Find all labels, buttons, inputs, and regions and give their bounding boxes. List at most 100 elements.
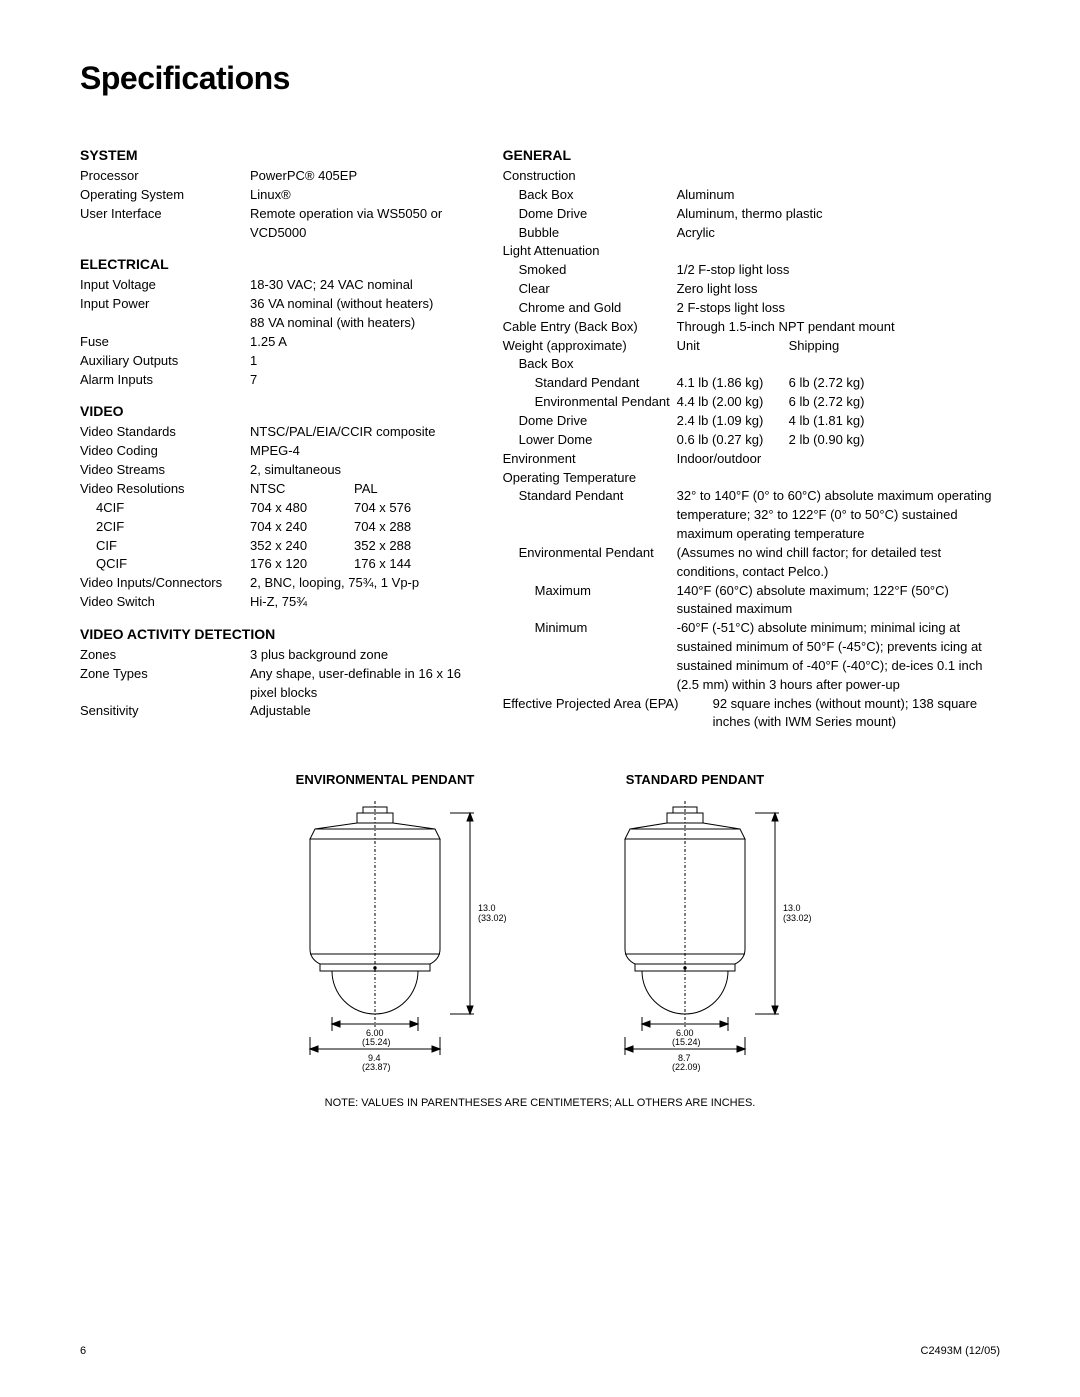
row-ddw: Dome Drive2.4 lb (1.09 kg)4 lb (1.81 kg) bbox=[503, 412, 1000, 431]
col-ntsc: NTSC bbox=[250, 480, 354, 499]
row-ip: Input Power36 VA nominal (without heater… bbox=[80, 295, 463, 333]
label: Standard Pendant bbox=[503, 487, 677, 544]
label: Operating System bbox=[80, 186, 250, 205]
ship: 6 lb (2.72 kg) bbox=[789, 374, 1000, 393]
label: Smoked bbox=[503, 261, 677, 280]
value: 1 bbox=[250, 352, 463, 371]
general-heading: GENERAL bbox=[503, 147, 1000, 163]
label: Zone Types bbox=[80, 665, 250, 703]
row-vsw: Video SwitchHi-Z, 75¾ bbox=[80, 593, 463, 612]
dim-h-in: 13.0 bbox=[783, 903, 801, 913]
ship: 6 lb (2.72 kg) bbox=[789, 393, 1000, 412]
value: Through 1.5-inch NPT pendant mount bbox=[677, 318, 1000, 337]
unit-header: Unit bbox=[677, 337, 789, 356]
doc-id: C2493M (12/05) bbox=[921, 1345, 1001, 1357]
label: Back Box bbox=[503, 186, 677, 205]
unit: 0.6 lb (0.27 kg) bbox=[677, 431, 789, 450]
label: Chrome and Gold bbox=[503, 299, 677, 318]
dim-w-cm: (22.09) bbox=[672, 1062, 701, 1072]
label: Light Attenuation bbox=[503, 242, 677, 261]
row-ce: Cable Entry (Back Box)Through 1.5-inch N… bbox=[503, 318, 1000, 337]
dim-h-cm: (33.02) bbox=[783, 913, 812, 923]
row-os: Operating SystemLinux® bbox=[80, 186, 463, 205]
value: Adjustable bbox=[250, 702, 463, 721]
value: 2, simultaneous bbox=[250, 461, 463, 480]
unit: 2.4 lb (1.09 kg) bbox=[677, 412, 789, 431]
label: Cable Entry (Back Box) bbox=[503, 318, 677, 337]
label: Environment bbox=[503, 450, 677, 469]
row-aux: Auxiliary Outputs1 bbox=[80, 352, 463, 371]
row-ld: Lower Dome0.6 lb (0.27 kg)2 lb (0.90 kg) bbox=[503, 431, 1000, 450]
unit: 4.1 lb (1.86 kg) bbox=[677, 374, 789, 393]
value-line: 88 VA nominal (with heaters) bbox=[250, 315, 415, 330]
label: Construction bbox=[503, 167, 677, 186]
pal: 352 x 288 bbox=[354, 537, 454, 556]
label: Operating Temperature bbox=[503, 469, 677, 488]
row-min: Minimum-60°F (-51°C) absolute minimum; m… bbox=[503, 619, 1000, 694]
vad-heading: VIDEO ACTIVITY DETECTION bbox=[80, 626, 463, 642]
label: Bubble bbox=[503, 224, 677, 243]
unit: 4.4 lb (2.00 kg) bbox=[677, 393, 789, 412]
label: Back Box bbox=[503, 355, 677, 374]
row-max: Maximum140°F (60°C) absolute maximum; 12… bbox=[503, 582, 1000, 620]
res-row-2cif: 2CIF704 x 240704 x 288 bbox=[80, 518, 463, 537]
value: Aluminum bbox=[677, 186, 1000, 205]
row-env: EnvironmentIndoor/outdoor bbox=[503, 450, 1000, 469]
row-construction: Construction bbox=[503, 167, 1000, 186]
value: Zero light loss bbox=[677, 280, 1000, 299]
dim-w-cm: (23.87) bbox=[362, 1062, 391, 1072]
label: Weight (approximate) bbox=[503, 337, 677, 356]
label: Maximum bbox=[503, 582, 677, 620]
drawings: ENVIRONMENTAL PENDANT bbox=[80, 772, 1000, 1079]
label: Environmental Pendant bbox=[503, 393, 677, 412]
row-smoked: Smoked1/2 F-stop light loss bbox=[503, 261, 1000, 280]
label: QCIF bbox=[80, 555, 190, 574]
row-zones: Zones3 plus background zone bbox=[80, 646, 463, 665]
label: CIF bbox=[80, 537, 190, 556]
value: 92 square inches (without mount); 138 sq… bbox=[713, 695, 1000, 733]
label: Alarm Inputs bbox=[80, 371, 250, 390]
label: Video Switch bbox=[80, 593, 250, 612]
value: 18-30 VAC; 24 VAC nominal bbox=[250, 276, 463, 295]
row-bb: Back BoxAluminum bbox=[503, 186, 1000, 205]
label: Video Coding bbox=[80, 442, 250, 461]
row-zonetypes: Zone TypesAny shape, user-definable in 1… bbox=[80, 665, 463, 703]
label: Processor bbox=[80, 167, 250, 186]
label: Standard Pendant bbox=[503, 374, 677, 393]
value: Acrylic bbox=[677, 224, 1000, 243]
row-sensitivity: SensitivityAdjustable bbox=[80, 702, 463, 721]
label: Effective Projected Area (EPA) bbox=[503, 695, 713, 733]
value: (Assumes no wind chill factor; for detai… bbox=[677, 544, 1000, 582]
label: Minimum bbox=[503, 619, 677, 694]
res-header: Video Resolutions NTSC PAL bbox=[80, 480, 463, 499]
env-pendant-svg: 13.0 (33.02) 6.00 (15.24) 9.4 (23.87) bbox=[260, 799, 510, 1079]
value: 36 VA nominal (without heaters)88 VA nom… bbox=[250, 295, 463, 333]
drawing-title: ENVIRONMENTAL PENDANT bbox=[260, 772, 510, 787]
label: Video Standards bbox=[80, 423, 250, 442]
pal: 704 x 576 bbox=[354, 499, 454, 518]
ship-header: Shipping bbox=[789, 337, 1000, 356]
value: 7 bbox=[250, 371, 463, 390]
value: Linux® bbox=[250, 186, 463, 205]
page-title: Specifications bbox=[80, 60, 1000, 97]
label: Video Resolutions bbox=[80, 480, 250, 499]
row-sp-w: Standard Pendant4.1 lb (1.86 kg)6 lb (2.… bbox=[503, 374, 1000, 393]
row-bubble: BubbleAcrylic bbox=[503, 224, 1000, 243]
dim-dome-cm: (15.24) bbox=[362, 1037, 391, 1047]
spec-columns: SYSTEM ProcessorPowerPC® 405EP Operating… bbox=[80, 133, 1000, 732]
row-ui: User InterfaceRemote operation via WS505… bbox=[80, 205, 463, 243]
res-row-cif: CIF 352 x 240352 x 288 bbox=[80, 537, 463, 556]
row-ep2: Environmental Pendant(Assumes no wind ch… bbox=[503, 544, 1000, 582]
value: PowerPC® 405EP bbox=[250, 167, 463, 186]
row-clear: ClearZero light loss bbox=[503, 280, 1000, 299]
electrical-heading: ELECTRICAL bbox=[80, 256, 463, 272]
value: Indoor/outdoor bbox=[677, 450, 1000, 469]
label: Dome Drive bbox=[503, 205, 677, 224]
ntsc: 352 x 240 bbox=[250, 537, 354, 556]
drawing-note: NOTE: VALUES IN PARENTHESES ARE CENTIMET… bbox=[80, 1097, 1000, 1109]
res-row-qcif: QCIF176 x 120176 x 144 bbox=[80, 555, 463, 574]
label: Environmental Pendant bbox=[503, 544, 677, 582]
row-wt-header: Weight (approximate) Unit Shipping bbox=[503, 337, 1000, 356]
row-iv: Input Voltage18-30 VAC; 24 VAC nominal bbox=[80, 276, 463, 295]
left-column: SYSTEM ProcessorPowerPC® 405EP Operating… bbox=[80, 133, 463, 732]
